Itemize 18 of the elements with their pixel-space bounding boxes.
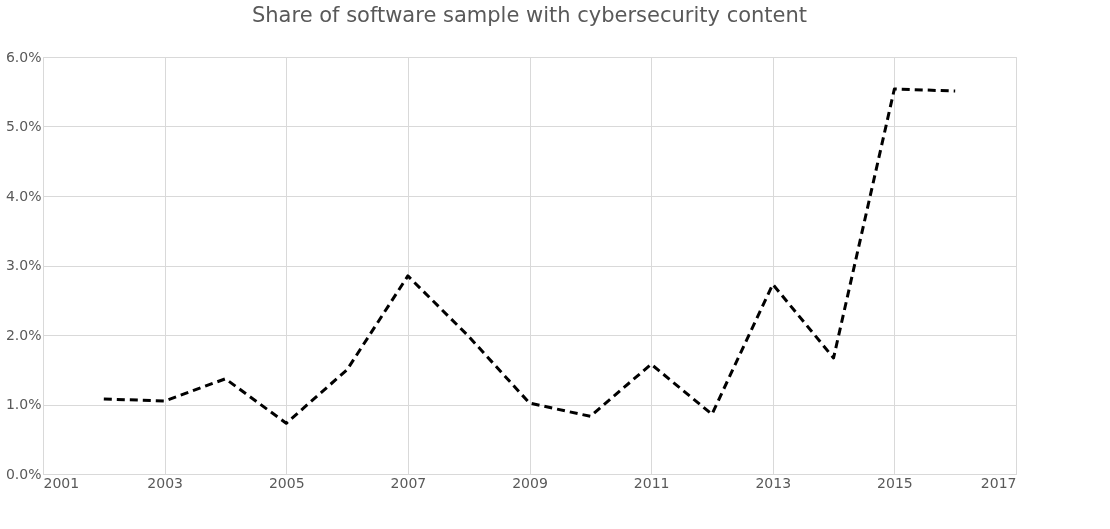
x-tick-label: 2001: [43, 474, 80, 491]
x-tick-label: 2011: [633, 474, 670, 491]
y-tick-label: 2.0%: [5, 326, 42, 343]
chart-title: Share of software sample with cybersecurity content: [251, 3, 808, 27]
x-tick-label: 2013: [755, 474, 792, 491]
y-tick-label: 4.0%: [5, 187, 42, 204]
y-tick-label: 0.0%: [5, 465, 42, 482]
x-tick-label: 2007: [390, 474, 427, 491]
y-tick-label: 5.0%: [5, 118, 42, 134]
y-tick-label: 3.0%: [5, 257, 42, 273]
y-tick-label: 6.0%: [5, 48, 42, 65]
x-tick-label: 2009: [512, 474, 548, 491]
x-tick-label: 2003: [147, 474, 183, 491]
x-tick-label: 2015: [877, 474, 913, 491]
x-tick-label: 2017: [980, 474, 1017, 491]
x-tick-label: 2005: [268, 474, 305, 491]
line-series: [102, 87, 957, 425]
y-tick-label: 1.0%: [5, 396, 42, 412]
